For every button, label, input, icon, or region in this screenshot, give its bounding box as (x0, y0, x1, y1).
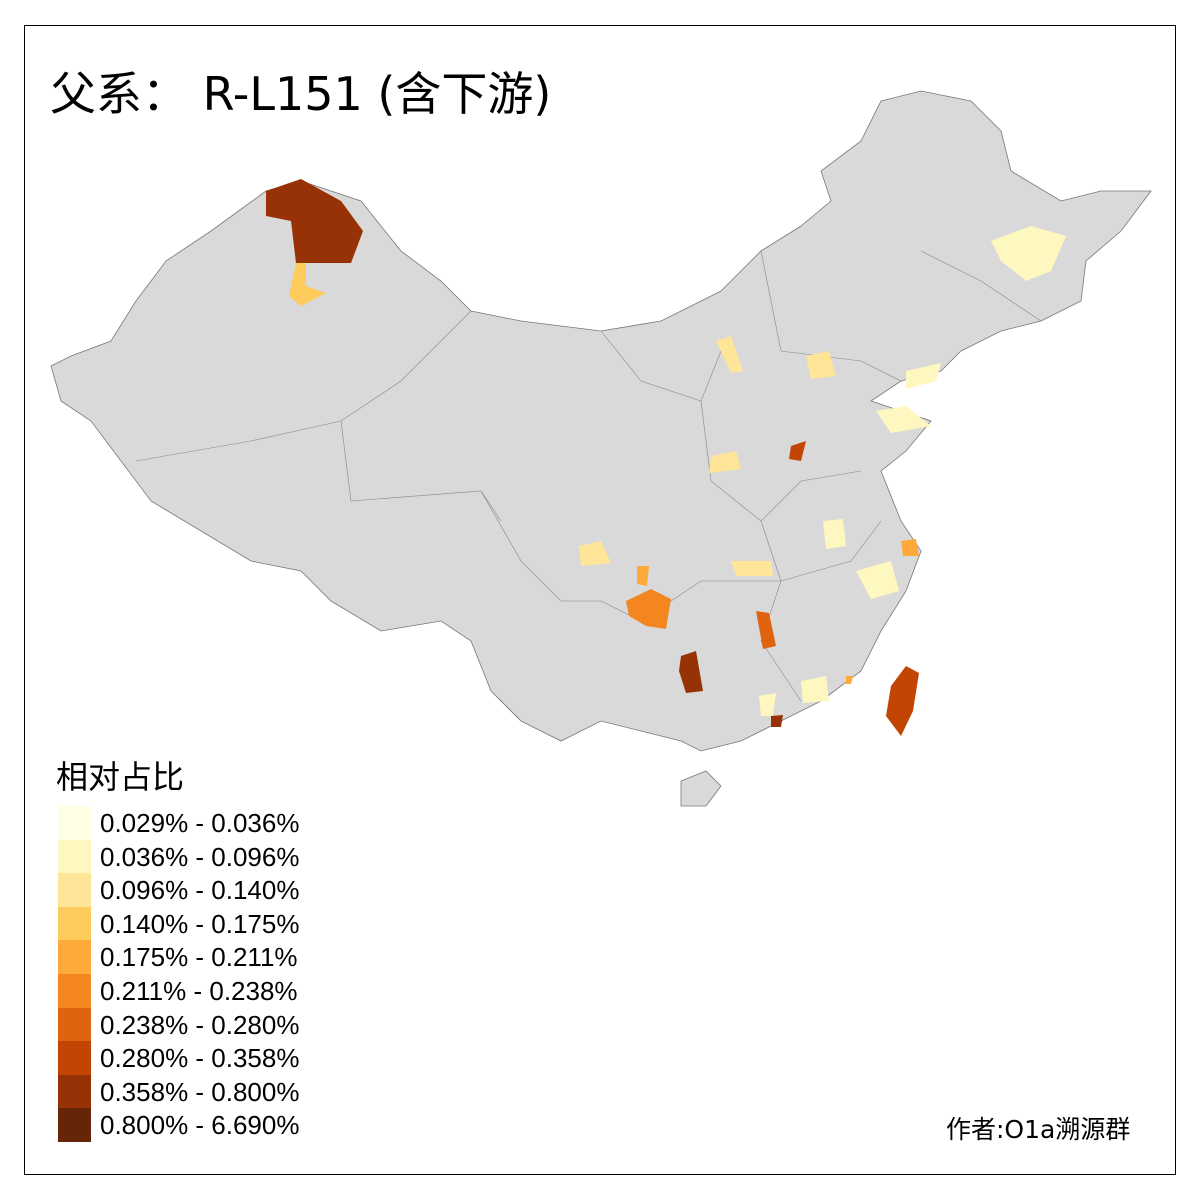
legend-label: 0.140% - 0.175% (100, 908, 300, 939)
region-henan (789, 441, 806, 461)
legend-item: 0.029% - 0.036% (58, 806, 318, 840)
map-frame (24, 25, 1176, 1175)
legend-item: 0.175% - 0.211% (58, 940, 318, 975)
china-landmass (50, 90, 1152, 752)
legend-item: 0.800% - 6.690% (58, 1108, 318, 1143)
legend-swatch (58, 1074, 91, 1109)
region-liaoning (906, 363, 941, 389)
region-yunnan-orange (626, 589, 671, 629)
region-taiwan (886, 666, 919, 736)
legend-swatch (58, 940, 91, 975)
legend-title: 相对占比 (56, 758, 185, 796)
legend-label: 0.036% - 0.096% (100, 841, 300, 872)
author-credit: 作者:O1a溯源群 (946, 1115, 1131, 1144)
legend-label: 0.358% - 0.800% (100, 1076, 300, 1107)
region-beijing (806, 351, 836, 379)
legend-label: 0.175% - 0.211% (100, 942, 298, 973)
region-shanghai (901, 539, 919, 556)
legend-item: 0.358% - 0.800% (58, 1074, 318, 1109)
legend-label: 0.029% - 0.036% (100, 808, 300, 838)
legend-label: 0.238% - 0.280% (100, 1009, 300, 1040)
legend-item: 0.036% - 0.096% (58, 839, 318, 874)
legend-item: 0.238% - 0.280% (58, 1007, 318, 1042)
region-xinjiang-small (289, 263, 326, 306)
legend-swatch (58, 873, 91, 908)
region-hubei (731, 561, 773, 576)
region-chongqing (637, 566, 649, 586)
region-guangdong (801, 676, 829, 703)
legend-swatch (58, 806, 91, 840)
china-choropleth-map (50, 90, 1152, 807)
legend-label: 0.280% - 0.358% (100, 1043, 300, 1074)
legend-item: 0.096% - 0.140% (58, 873, 318, 908)
legend-swatch (58, 1007, 91, 1042)
region-zhejiang (856, 561, 899, 599)
legend-label: 0.211% - 0.238% (100, 976, 298, 1006)
region-xinjiang-north (266, 179, 363, 263)
hainan-island (680, 770, 722, 807)
legend-label: 0.800% - 6.690% (100, 1110, 300, 1141)
region-guizhou (679, 651, 703, 693)
legend-item: 0.280% - 0.358% (58, 1041, 318, 1076)
legend-swatch (58, 906, 91, 941)
region-heilongjiang (991, 226, 1066, 281)
region-fujian (846, 676, 853, 684)
legend-swatch (58, 839, 91, 874)
region-shandong (876, 406, 931, 433)
legend-item: 0.211% - 0.238% (58, 974, 318, 1008)
map-title: 父系： R-L151 (含下游) (50, 67, 552, 121)
region-hunan (756, 611, 776, 649)
region-hongkong (771, 715, 783, 727)
region-shaanxi (709, 451, 741, 473)
legend-swatch (58, 1108, 91, 1143)
legend-item: 0.140% - 0.175% (58, 906, 318, 941)
region-guangxi (759, 693, 776, 716)
legend-swatch (58, 974, 91, 1008)
region-innermongolia (716, 336, 743, 373)
legend-label: 0.096% - 0.140% (100, 875, 300, 906)
legend-swatch (58, 1041, 91, 1076)
region-anhui (823, 519, 846, 549)
region-sichuan (579, 541, 611, 566)
